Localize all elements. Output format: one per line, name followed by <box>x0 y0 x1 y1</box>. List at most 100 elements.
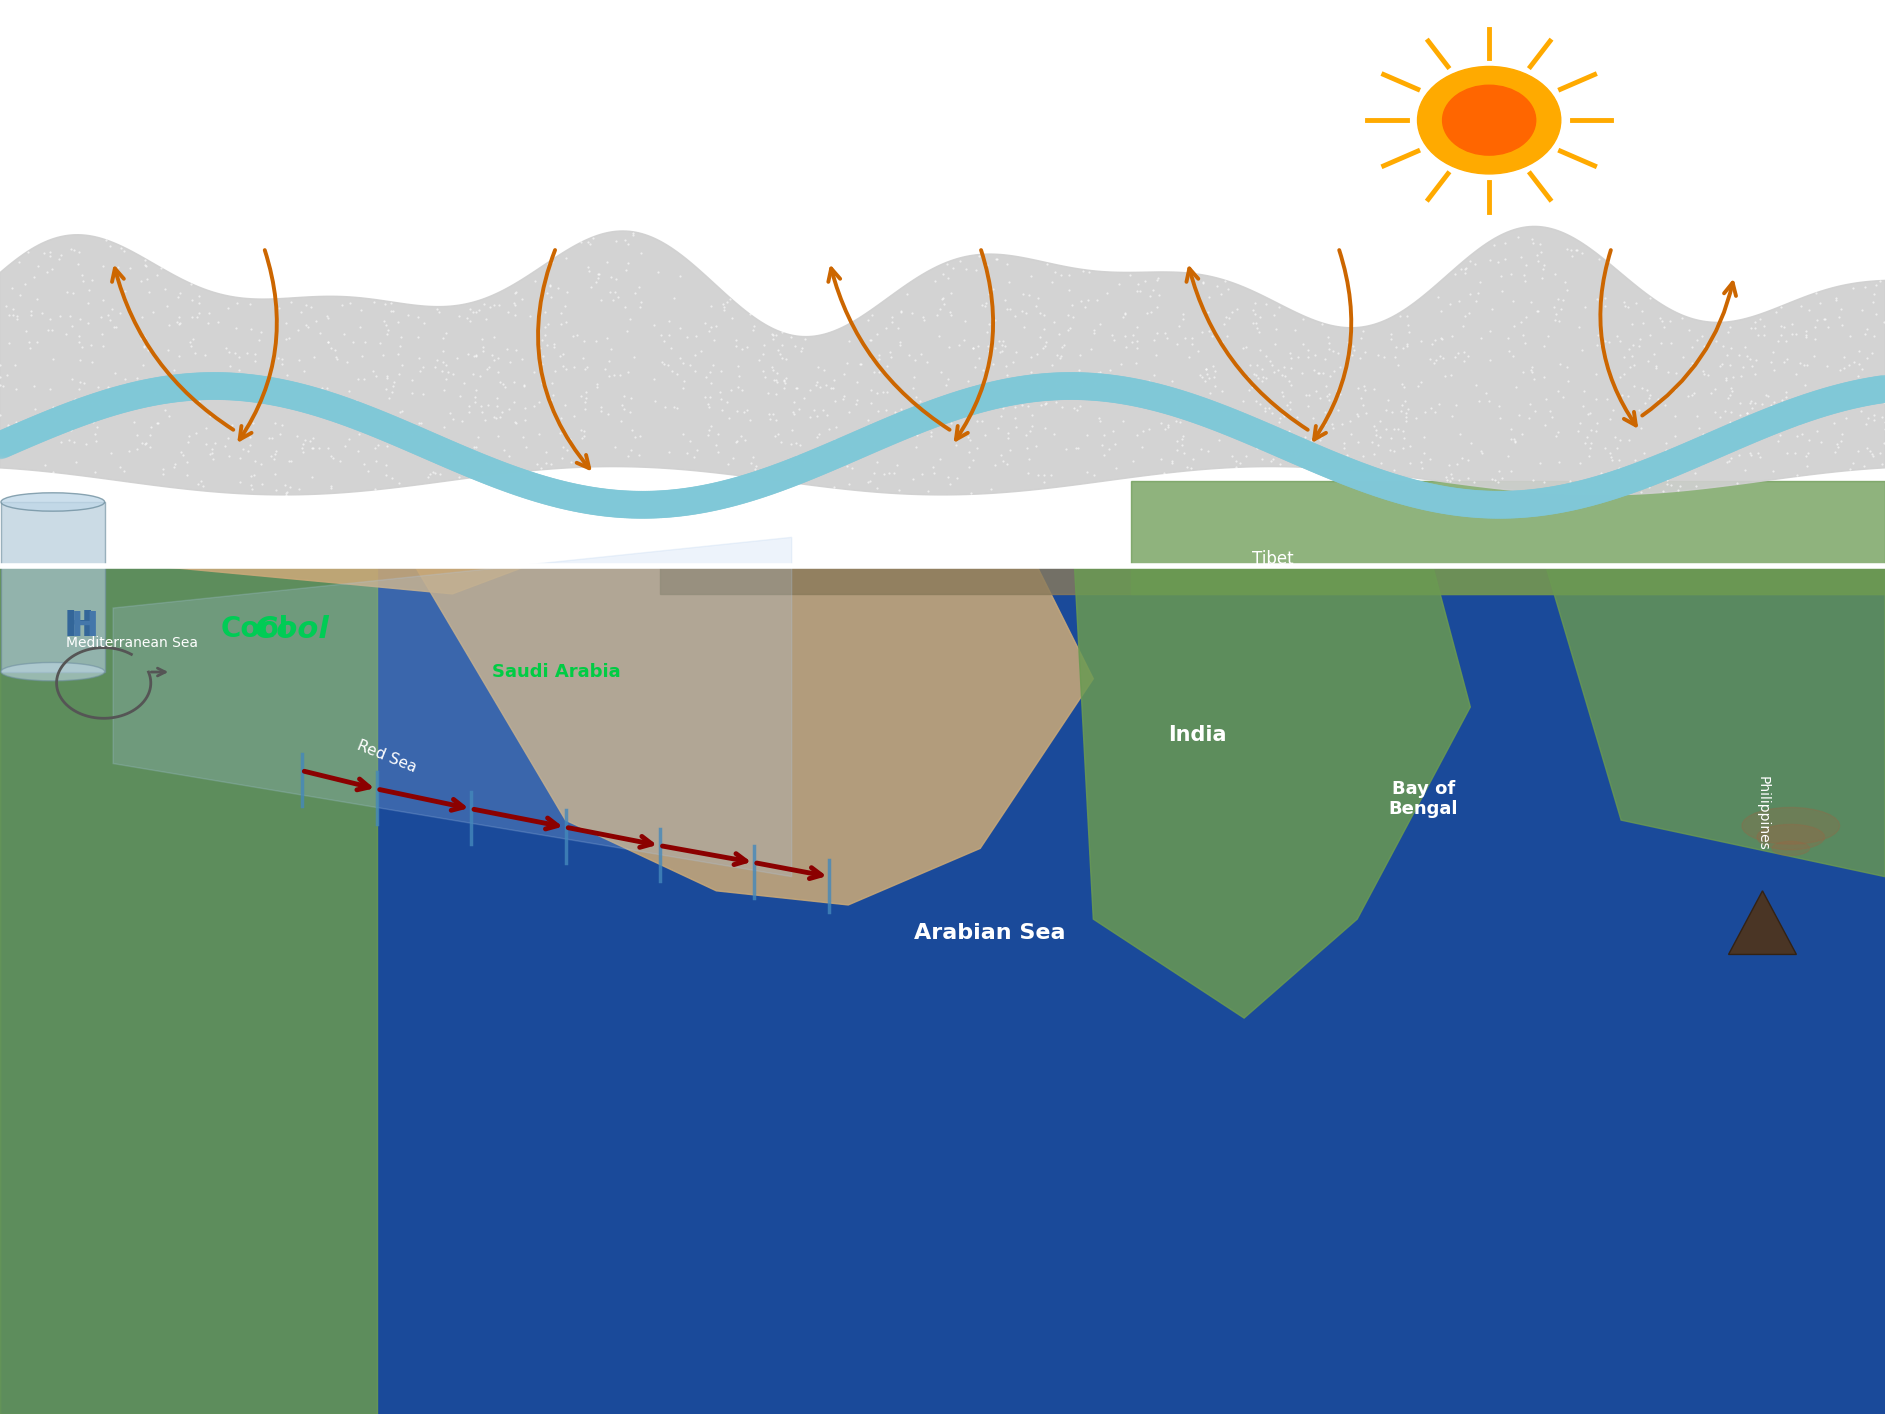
Point <box>788 461 818 484</box>
Point <box>1161 410 1191 433</box>
Point <box>1715 450 1746 472</box>
Point <box>134 338 164 361</box>
Point <box>1046 263 1076 286</box>
Point <box>850 424 880 447</box>
Point <box>1806 291 1836 314</box>
Point <box>690 386 720 409</box>
Point <box>1389 427 1419 450</box>
Point <box>528 372 558 395</box>
Point <box>777 452 807 475</box>
Point <box>1857 342 1885 365</box>
Point <box>1463 390 1493 413</box>
Point <box>909 305 939 328</box>
Point <box>490 375 520 397</box>
Point <box>518 395 549 417</box>
Text: H: H <box>64 609 94 643</box>
Point <box>680 344 711 366</box>
Point <box>769 372 799 395</box>
Point <box>1416 348 1446 370</box>
Point <box>138 300 168 322</box>
Point <box>94 310 124 332</box>
Point <box>1242 433 1272 455</box>
Point <box>173 430 204 452</box>
Point <box>68 264 98 287</box>
Point <box>1291 385 1321 407</box>
Point <box>328 322 358 345</box>
Point <box>1233 379 1263 402</box>
Point <box>1830 406 1860 428</box>
Point <box>1244 393 1274 416</box>
Point <box>1025 385 1056 407</box>
Point <box>1517 468 1548 491</box>
Point <box>1757 341 1787 363</box>
Point <box>1602 325 1632 348</box>
Point <box>377 300 407 322</box>
Point <box>36 257 66 280</box>
Point <box>221 317 251 339</box>
Point <box>115 257 145 280</box>
Point <box>1393 314 1423 337</box>
Point <box>884 479 914 502</box>
Point <box>75 334 106 356</box>
Point <box>1188 321 1218 344</box>
Point <box>275 373 305 396</box>
Point <box>1442 342 1472 365</box>
Point <box>722 328 752 351</box>
Point <box>861 382 892 404</box>
Point <box>1269 403 1299 426</box>
Point <box>479 348 509 370</box>
Point <box>1527 266 1557 288</box>
Point <box>1171 327 1201 349</box>
Point <box>1450 262 1480 284</box>
Point <box>1163 334 1193 356</box>
Point <box>143 411 173 434</box>
Point <box>528 344 558 366</box>
Point <box>198 441 228 464</box>
Point <box>524 318 554 341</box>
Point <box>1246 358 1276 380</box>
Point <box>1370 461 1401 484</box>
Point <box>1073 262 1103 284</box>
Point <box>385 335 415 358</box>
Point <box>726 426 756 448</box>
Point <box>360 450 390 472</box>
Point <box>1363 344 1393 366</box>
Point <box>1191 358 1221 380</box>
Point <box>907 462 937 485</box>
Point <box>1685 452 1715 475</box>
Point <box>1860 273 1885 296</box>
Point <box>1008 315 1039 338</box>
Point <box>524 423 554 445</box>
Point <box>1057 305 1088 328</box>
Point <box>1853 406 1883 428</box>
Point <box>1712 366 1742 389</box>
Point <box>1122 329 1152 352</box>
Point <box>396 369 426 392</box>
Point <box>1250 397 1280 420</box>
Point <box>613 445 643 468</box>
Point <box>420 356 451 379</box>
Point <box>1144 283 1174 305</box>
Point <box>349 452 379 475</box>
Point <box>1434 293 1465 315</box>
Point <box>1029 464 1059 486</box>
Point <box>1346 386 1376 409</box>
Point <box>1272 393 1303 416</box>
Point <box>158 358 188 380</box>
Point <box>976 478 1007 501</box>
Point <box>1838 277 1868 300</box>
Point <box>782 431 812 454</box>
Point <box>1265 452 1295 475</box>
Point <box>358 291 388 314</box>
Point <box>611 296 641 318</box>
Point <box>926 298 956 321</box>
Point <box>1193 320 1223 342</box>
Point <box>722 430 752 452</box>
Point <box>1382 335 1412 358</box>
Point <box>992 253 1022 276</box>
Point <box>162 383 192 406</box>
Point <box>1054 318 1084 341</box>
Point <box>1012 395 1042 417</box>
Point <box>1506 246 1536 269</box>
Point <box>777 419 807 441</box>
